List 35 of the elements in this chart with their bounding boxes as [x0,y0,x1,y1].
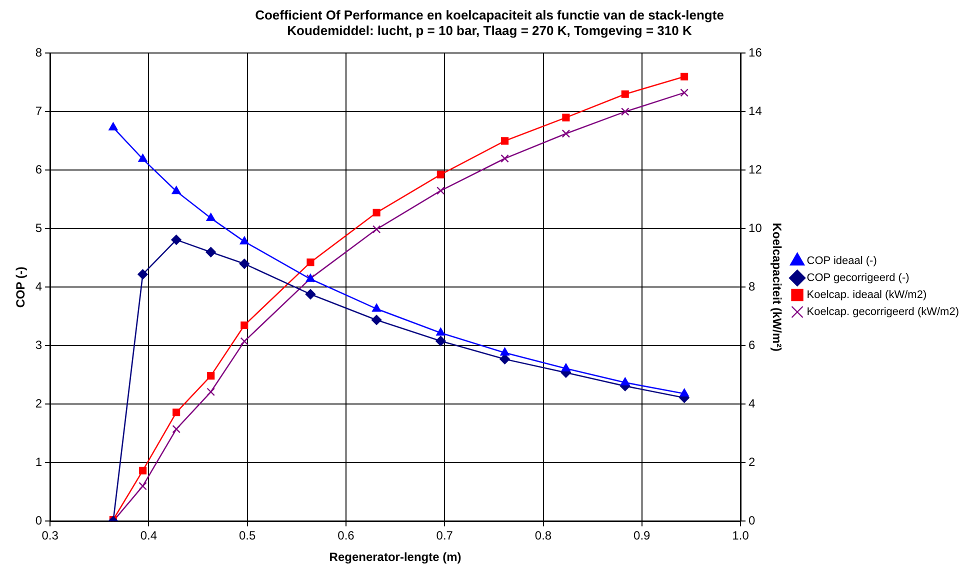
legend-label: COP ideaal (-) [806,255,877,268]
x-tick-label: 1.0 [732,528,750,543]
legend-label: Koelcap. ideaal (kW/m2) [806,289,927,302]
y2-axis-title: Koelcapaciteit (kW/m²) [770,222,784,352]
x-tick-label: 0.9 [634,528,651,543]
y2-tick-label: 10 [748,221,762,236]
y2-tick-label: 8 [748,280,756,294]
chart-subtitle: Koudemiddel: lucht, p = 10 bar, Tlaag = 270 K, Tomgeving = 310 K [287,22,692,38]
legend-label: Koelcap. gecorrigeerd (kW/m2) [806,306,960,318]
y2-tick-label: 0 [748,514,756,528]
y2-tick-label: 12 [748,162,762,177]
y-tick-label: 4 [35,280,42,294]
x-tick-label: 0.8 [534,528,552,543]
x-axis-title: Regenerator-lengte (m) [329,550,462,564]
y-tick-label: 0 [35,514,42,528]
legend-label: COP gecorrigeerd (-) [806,272,910,284]
y-tick-label: 1 [35,455,42,470]
y-tick-label: 8 [35,46,42,60]
y-axis-title: COP (-) [14,266,28,308]
y2-tick-label: 6 [748,338,756,352]
y-tick-label: 7 [35,104,42,118]
y-tick-label: 6 [35,162,42,177]
y2-tick-label: 14 [748,104,762,118]
y2-tick-label: 16 [748,46,762,60]
y-tick-label: 2 [35,396,42,411]
y2-tick-label: 4 [748,396,756,411]
y-tick-label: 3 [35,338,42,352]
x-tick-label: 0.7 [436,528,454,543]
y-tick-label: 5 [35,221,42,236]
x-tick-label: 0.5 [239,528,256,543]
x-tick-label: 0.6 [338,528,355,543]
chart-title: Coefficient Of Performance en koelcapaciteit als functie van de stack-lengte [255,7,724,22]
y2-tick-label: 2 [748,455,756,470]
x-tick-label: 0.4 [140,528,158,543]
x-tick-label: 0.3 [42,528,59,543]
